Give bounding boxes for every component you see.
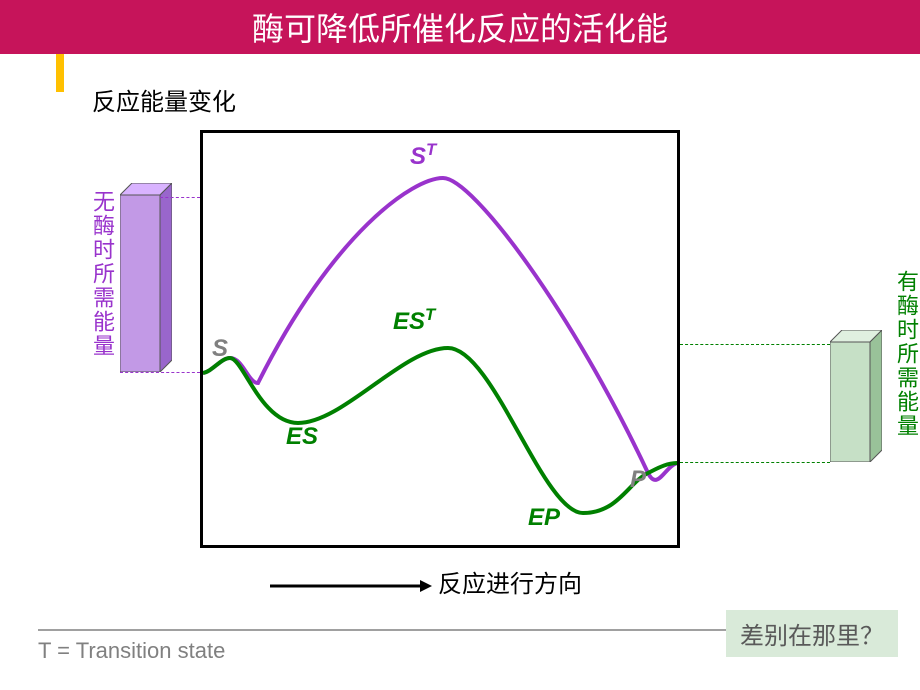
direction-arrow bbox=[270, 576, 432, 596]
right-bar-label: 有酶时所需能量 bbox=[890, 270, 920, 438]
left-energy-bar bbox=[120, 183, 172, 372]
energy-diagram bbox=[200, 130, 680, 548]
right-energy-bar bbox=[830, 330, 882, 462]
chart-subtitle: 反应能量变化 bbox=[92, 82, 236, 117]
dash-left-top bbox=[160, 197, 200, 198]
label-est: EST bbox=[393, 305, 435, 336]
label-s: S bbox=[212, 335, 228, 363]
label-st: ST bbox=[410, 140, 436, 171]
label-es: ES bbox=[286, 423, 318, 451]
dash-left-bottom bbox=[120, 372, 200, 373]
left-bar-label: 无酶时所需能量 bbox=[86, 190, 118, 358]
accent-bar bbox=[56, 54, 64, 92]
energy-curves bbox=[203, 133, 677, 545]
title-text: 酶可降低所催化反应的活化能 bbox=[252, 4, 668, 50]
label-ep: EP bbox=[528, 504, 560, 532]
dash-right-bottom bbox=[680, 462, 830, 463]
uncatalyzed-curve bbox=[203, 178, 677, 480]
axis-label: 反应进行方向 bbox=[438, 564, 582, 599]
catalyzed-curve bbox=[203, 348, 677, 513]
dash-right-top bbox=[680, 344, 830, 345]
footnote-text: T = Transition state bbox=[38, 638, 225, 664]
question-box: 差别在那里？ bbox=[726, 610, 898, 657]
title-bar: 酶可降低所催化反应的活化能 bbox=[0, 0, 920, 54]
label-p: P bbox=[630, 466, 646, 494]
